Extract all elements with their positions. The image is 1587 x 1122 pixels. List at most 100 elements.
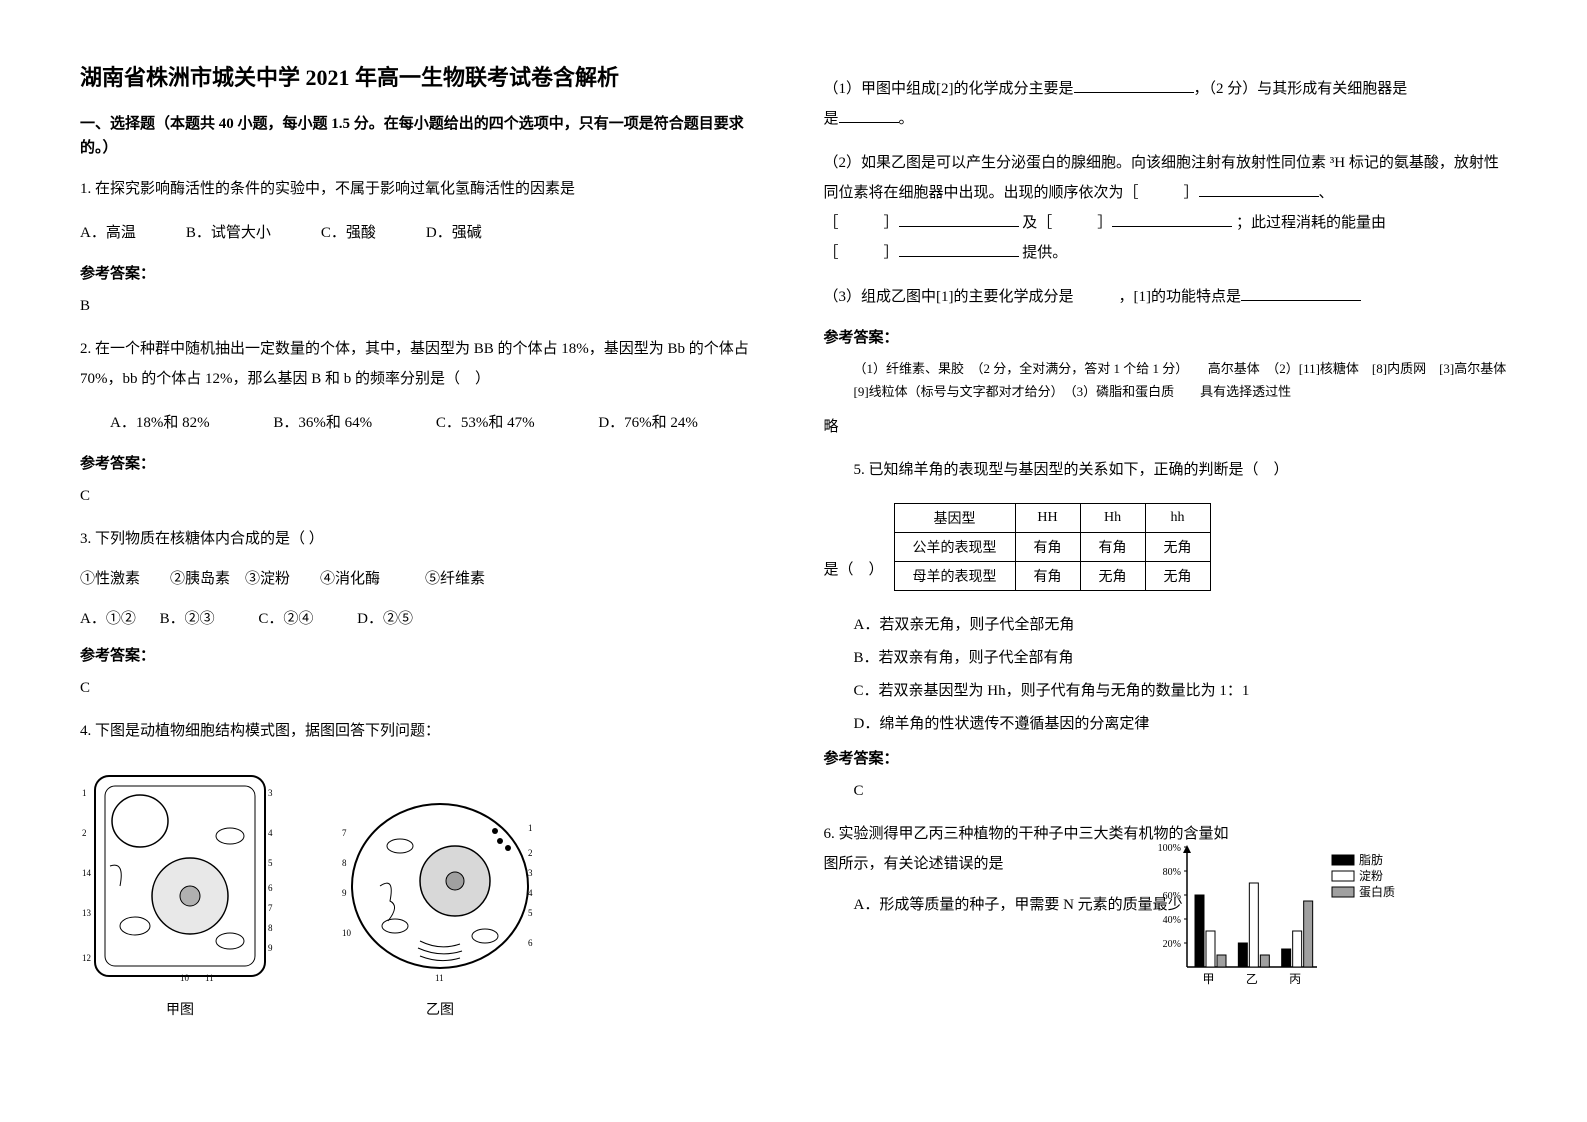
q4-sub2: （2）如果乙图是可以产生分泌蛋白的腺细胞。向该细胞注射有放射性同位素 ³H 标记…	[824, 148, 1508, 268]
svg-text:20%: 20%	[1163, 939, 1181, 950]
q6-chart: 20%40%60%80%100%甲乙丙脂肪淀粉蛋白质	[1147, 837, 1407, 1002]
svg-text:7: 7	[268, 903, 273, 913]
cell: 无角	[1145, 561, 1210, 590]
svg-text:4: 4	[528, 888, 533, 898]
left-column: 湖南省株洲市城关中学 2021 年高一生物联考试卷含解析 一、选择题（本题共 4…	[80, 60, 764, 1062]
svg-text:2: 2	[82, 828, 87, 838]
q4-sub3-a: （3）组成乙图中[1]的主要化学成分是 ，[1]的功能特点是	[824, 289, 1241, 305]
q5-opt-c: C．若双亲基因型为 Hh，则子代有角与无角的数量比为 1：1	[854, 679, 1508, 700]
q5-table: 基因型 HH Hh hh 公羊的表现型 有角 有角 无角 母羊的表现型 有角 无…	[894, 503, 1211, 591]
q4-sub1-d: 。	[899, 111, 914, 127]
svg-text:9: 9	[268, 943, 273, 953]
q5-opt-a: A．若双亲无角，则子代全部无角	[854, 613, 1508, 634]
q1-stem: 1. 在探究影响酶活性的条件的实验中，不属于影响过氧化氢酶活性的因素是	[80, 174, 764, 204]
q4-answer-omit: 略	[824, 414, 1508, 441]
q1-opt-b: B．试管大小	[186, 218, 271, 248]
q3-options: A．①② B．②③ C．②④ D．②⑤	[80, 604, 764, 634]
q4-sub2-b: 、	[1319, 185, 1334, 201]
q5-th-2: Hh	[1080, 503, 1145, 532]
table-row: 公羊的表现型 有角 有角 无角	[894, 532, 1210, 561]
cell: 有角	[1080, 532, 1145, 561]
bar-chart-icon: 20%40%60%80%100%甲乙丙脂肪淀粉蛋白质	[1147, 837, 1407, 997]
q4-label-a: 甲图	[80, 999, 280, 1019]
svg-text:甲: 甲	[1202, 972, 1214, 986]
q3-opt-d: D．②⑤	[357, 611, 413, 627]
svg-text:8: 8	[342, 858, 347, 868]
q1-opt-a: A．高温	[80, 218, 136, 248]
q4-sub2-e: ；此过程消耗的能量由	[1236, 215, 1386, 231]
table-row: 母羊的表现型 有角 无角 无角	[894, 561, 1210, 590]
svg-text:5: 5	[528, 908, 533, 918]
q5-stem: 5. 已知绵羊角的表现型与基因型的关系如下，正确的判断是（ ）	[824, 455, 1508, 485]
blank	[1074, 78, 1194, 93]
q3-opt-b: B．②③	[160, 611, 215, 627]
cell: 有角	[1015, 532, 1080, 561]
q4-answer-label: 参考答案：	[824, 326, 1508, 347]
svg-text:7: 7	[342, 828, 347, 838]
q1-answer-label: 参考答案：	[80, 262, 764, 283]
q2-opt-b: B．36%和 64%	[273, 415, 372, 431]
q4-sub1-b: ，（2 分）与其形成有关细胞器是	[1194, 81, 1408, 97]
q4-sub2-c: ［ ］	[824, 215, 899, 231]
svg-text:脂肪: 脂肪	[1359, 852, 1383, 867]
blank	[1199, 182, 1319, 197]
svg-text:80%: 80%	[1163, 867, 1181, 878]
svg-text:5: 5	[268, 858, 273, 868]
cell: 公羊的表现型	[894, 532, 1015, 561]
q5-stem-tail: 是（ ）	[824, 555, 884, 585]
q1-options: A．高温 B．试管大小 C．强酸 D．强碱	[80, 218, 764, 248]
right-column: （1）甲图中组成[2]的化学成分主要是，（2 分）与其形成有关细胞器是 是。 （…	[824, 60, 1508, 1062]
q2-opt-a: A．18%和 82%	[110, 415, 210, 431]
q3-opt-c: C．②④	[258, 611, 313, 627]
svg-text:11: 11	[435, 973, 444, 983]
q5-opt-b: B．若双亲有角，则子代全部有角	[854, 646, 1508, 667]
q4-sub2-f: ［ ］	[824, 245, 899, 261]
svg-text:2: 2	[528, 848, 533, 858]
q1-opt-c: C．强酸	[321, 218, 376, 248]
q4-label-b: 乙图	[340, 999, 540, 1019]
cell: 母羊的表现型	[894, 561, 1015, 590]
section-header: 一、选择题（本题共 40 小题，每小题 1.5 分。在每小题给出的四个选项中，只…	[80, 112, 764, 160]
blank	[899, 212, 1019, 227]
q2-opt-c: C．53%和 47%	[436, 415, 535, 431]
svg-text:8: 8	[268, 923, 273, 933]
q5-th-1: HH	[1015, 503, 1080, 532]
svg-text:1: 1	[82, 788, 87, 798]
q2-options: A．18%和 82% B．36%和 64% C．53%和 47% D．76%和 …	[80, 408, 764, 438]
q4-diagram-b: 7 8 9 10 1 2 3 4 5 6 11 乙图	[340, 786, 540, 1019]
svg-text:3: 3	[268, 788, 273, 798]
q3-opt-a: A．①②	[80, 611, 136, 627]
svg-text:14: 14	[82, 868, 92, 878]
q5-th-3: hh	[1145, 503, 1210, 532]
q4-sub3: （3）组成乙图中[1]的主要化学成分是 ，[1]的功能特点是	[824, 282, 1508, 312]
q4-stem: 4. 下图是动植物细胞结构模式图，据图回答下列问题：	[80, 716, 764, 746]
q3-answer-label: 参考答案：	[80, 644, 764, 665]
q4-sub2-g: 提供。	[1022, 245, 1067, 261]
svg-text:1: 1	[528, 823, 533, 833]
q3-answer: C	[80, 675, 764, 702]
q2-answer-label: 参考答案：	[80, 452, 764, 473]
q5-th-0: 基因型	[894, 503, 1015, 532]
svg-text:3: 3	[528, 868, 533, 878]
svg-text:蛋白质: 蛋白质	[1359, 884, 1395, 899]
q1-opt-d: D．强碱	[426, 218, 482, 248]
cell: 无角	[1080, 561, 1145, 590]
svg-text:13: 13	[82, 908, 92, 918]
q4-answer: （1）纤维素、果胶 （2 分，全对满分，答对 1 个给 1 分） 高尔基体 （2…	[824, 357, 1508, 404]
q4-sub2-d: 及［ ］	[1022, 215, 1112, 231]
q2-opt-d: D．76%和 24%	[598, 415, 698, 431]
q5-opt-d: D．绵羊角的性状遗传不遵循基因的分离定律	[854, 712, 1508, 733]
svg-text:乙: 乙	[1246, 972, 1258, 986]
q5-answer-label: 参考答案：	[824, 747, 1508, 768]
cell: 无角	[1145, 532, 1210, 561]
q4-diagram-a: 1 2 14 13 12 3 4 5 6 7 8 9 10 11 甲图	[80, 766, 280, 1019]
blank	[1241, 286, 1361, 301]
plant-cell-icon: 1 2 14 13 12 3 4 5 6 7 8 9 10 11	[80, 766, 280, 986]
page-title: 湖南省株洲市城关中学 2021 年高一生物联考试卷含解析	[80, 60, 764, 92]
svg-text:4: 4	[268, 828, 273, 838]
blank	[839, 108, 899, 123]
q3-stem: 3. 下列物质在核糖体内合成的是（ ）	[80, 524, 764, 554]
q4-sub1: （1）甲图中组成[2]的化学成分主要是，（2 分）与其形成有关细胞器是 是。	[824, 74, 1508, 134]
q4-sub2-a: （2）如果乙图是可以产生分泌蛋白的腺细胞。向该细胞注射有放射性同位素 ³H 标记…	[824, 155, 1499, 201]
svg-text:100%: 100%	[1158, 843, 1181, 854]
